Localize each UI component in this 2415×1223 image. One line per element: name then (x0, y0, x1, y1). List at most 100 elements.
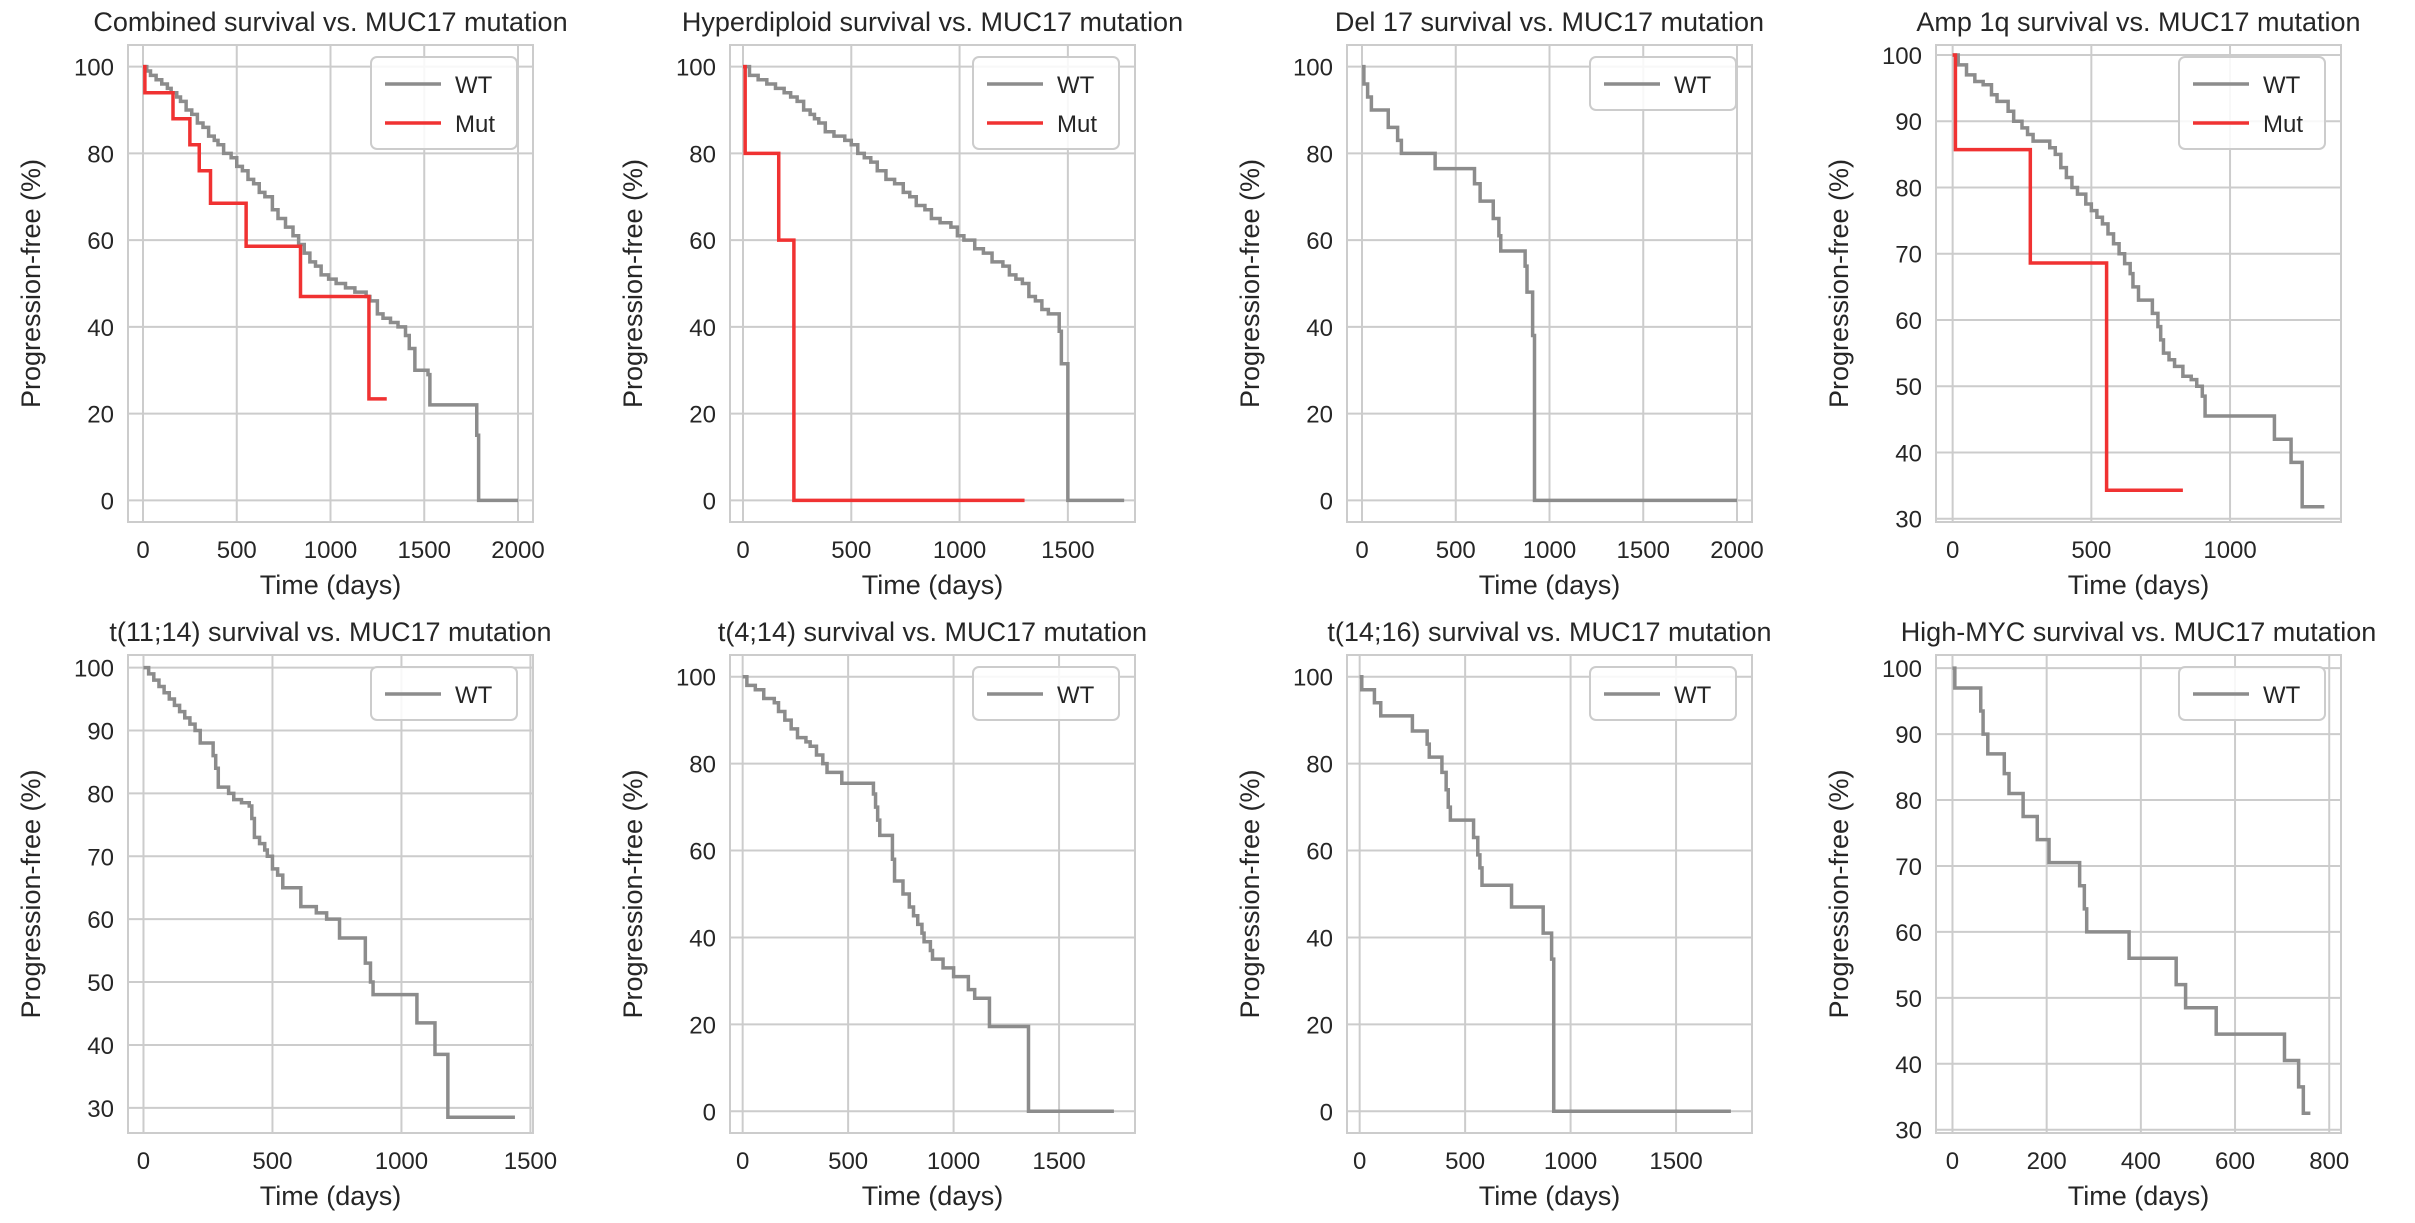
y-tick-label: 70 (1895, 242, 1922, 269)
x-tick-label: 1000 (927, 1148, 980, 1175)
x-tick-label: 1500 (1032, 1148, 1085, 1175)
y-tick-label: 70 (87, 844, 114, 871)
legend: WT Mut (370, 56, 518, 150)
x-tick-label: 1500 (1617, 537, 1670, 564)
y-tick-label: 40 (1306, 925, 1333, 952)
legend-box (972, 56, 1120, 150)
y-tick-label: 100 (74, 55, 114, 82)
x-tick-label: 1000 (933, 537, 986, 564)
y-tick-label: 80 (87, 781, 114, 808)
plot-frame (729, 654, 1136, 1134)
y-tick-label: 40 (689, 925, 716, 952)
plot-frame (127, 44, 534, 523)
y-axis-label: Progression-free (%) (1824, 159, 1854, 408)
chart-title: Hyperdiploid survival vs. MUC17 mutation (682, 7, 1183, 37)
y-tick-label: 30 (1895, 507, 1922, 534)
x-tick-label: 2000 (1710, 537, 1763, 564)
x-tick-label: 0 (1946, 537, 1959, 564)
chart-title: t(4;14) survival vs. MUC17 mutation (718, 617, 1147, 647)
panel-7: 0 500 1000 1500 0 20 40 60 80 100 t(14;16) surviva… (1235, 617, 1772, 1211)
x-tick-label: 0 (736, 537, 749, 564)
legend-label-wt: WT (1674, 682, 1712, 709)
x-axis-label: Time (days) (862, 570, 1004, 600)
chart-title: t(14;16) survival vs. MUC17 mutation (1327, 617, 1771, 647)
y-axis-label: Progression-free (%) (618, 769, 648, 1018)
x-axis-label: Time (days) (260, 1181, 402, 1211)
y-tick-label: 60 (87, 228, 114, 255)
panel-2: 0 500 1000 1500 0 20 40 60 80 100 Hyperdiploid sur… (618, 7, 1183, 600)
y-tick-label: 0 (1320, 488, 1333, 515)
y-tick-label: 0 (1320, 1099, 1333, 1126)
y-tick-label: 90 (1895, 722, 1922, 749)
chart-title: High-MYC survival vs. MUC17 mutation (1901, 617, 2377, 647)
y-tick-label: 70 (1895, 854, 1922, 881)
x-axis-label: Time (days) (2068, 1181, 2210, 1211)
legend-label-mut: Mut (455, 111, 495, 138)
x-tick-label: 0 (137, 1148, 150, 1175)
series-line-wt (1952, 53, 2325, 509)
y-tick-label: 80 (1895, 175, 1922, 202)
x-axis-label: Time (days) (260, 570, 402, 600)
y-tick-label: 0 (703, 488, 716, 515)
y-tick-label: 20 (689, 1012, 716, 1039)
x-tick-label: 500 (831, 537, 871, 564)
legend-box (370, 56, 518, 150)
plot-frame (1935, 44, 2342, 523)
legend: WT Mut (972, 56, 1120, 150)
y-tick-label: 0 (101, 488, 114, 515)
y-tick-label: 20 (689, 402, 716, 429)
legend-label-mut: Mut (1057, 111, 1097, 138)
series-line-wt (742, 674, 1114, 1114)
series-line-wt (1359, 674, 1731, 1114)
y-tick-label: 50 (87, 970, 114, 997)
x-axis-label: Time (days) (1479, 570, 1621, 600)
series-line-mut (1952, 53, 2183, 492)
y-tick-label: 20 (1306, 1012, 1333, 1039)
legend-box (972, 666, 1120, 721)
series-line-mut (742, 64, 1025, 503)
plot-frame (127, 654, 534, 1134)
x-tick-label: 1000 (304, 537, 357, 564)
y-axis-label: Progression-free (%) (16, 769, 46, 1018)
x-tick-label: 500 (2071, 537, 2111, 564)
panel-8: 0 200 400 600 800 30 40 50 60 70 80 90 100 High-MYC s… (1824, 617, 2376, 1211)
y-tick-label: 40 (1895, 440, 1922, 467)
y-axis-label: Progression-free (%) (1235, 159, 1265, 408)
x-tick-label: 1500 (504, 1148, 557, 1175)
legend-label-wt: WT (1057, 72, 1095, 99)
y-tick-label: 100 (676, 665, 716, 692)
y-tick-label: 80 (87, 141, 114, 168)
y-tick-label: 60 (689, 839, 716, 866)
plot-frame (1935, 654, 2342, 1134)
y-tick-label: 30 (87, 1096, 114, 1123)
x-tick-label: 500 (217, 537, 257, 564)
y-tick-label: 80 (1306, 752, 1333, 779)
x-tick-label: 500 (1436, 537, 1476, 564)
x-axis-label: Time (days) (862, 1181, 1004, 1211)
x-tick-label: 1500 (1041, 537, 1094, 564)
y-tick-label: 40 (1306, 315, 1333, 342)
legend-label-wt: WT (2263, 72, 2301, 99)
y-tick-label: 40 (87, 1033, 114, 1060)
legend-box (1589, 666, 1737, 721)
x-tick-label: 0 (1353, 1148, 1366, 1175)
x-tick-label: 200 (2027, 1148, 2067, 1175)
y-tick-label: 60 (1895, 308, 1922, 335)
x-tick-label: 1500 (1649, 1148, 1702, 1175)
y-tick-label: 100 (1293, 55, 1333, 82)
legend: WT (1589, 666, 1737, 721)
plot-frame (1346, 44, 1753, 523)
x-tick-label: 0 (1355, 537, 1368, 564)
y-tick-label: 80 (1895, 788, 1922, 815)
y-tick-label: 0 (703, 1099, 716, 1126)
x-tick-label: 1000 (1544, 1148, 1597, 1175)
legend: WT (2178, 666, 2326, 721)
x-tick-label: 1000 (1523, 537, 1576, 564)
y-tick-label: 100 (74, 656, 114, 683)
y-tick-label: 20 (1306, 402, 1333, 429)
y-tick-label: 60 (1306, 839, 1333, 866)
y-tick-label: 100 (1882, 43, 1922, 70)
legend-label-wt: WT (2263, 682, 2301, 709)
